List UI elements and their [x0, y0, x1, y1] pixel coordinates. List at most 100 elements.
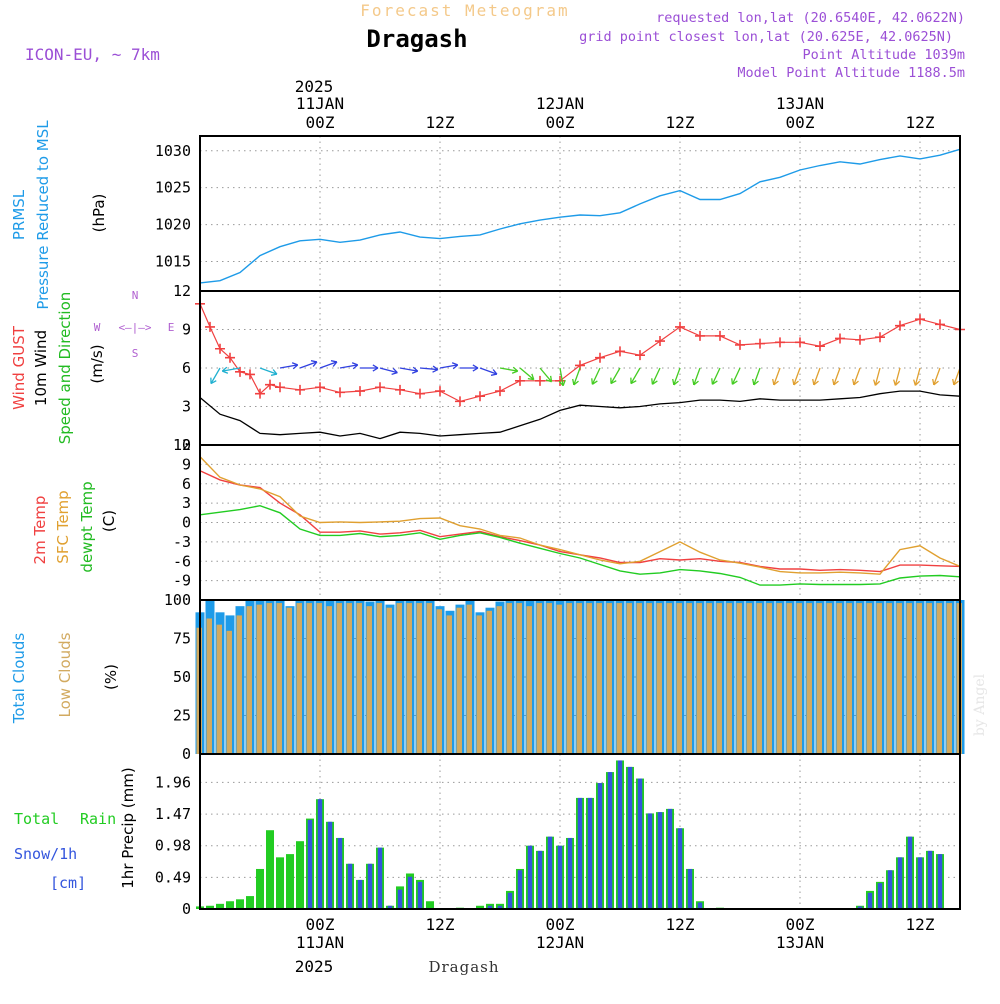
- panel-frame-0: [199, 135, 961, 292]
- low-cloud-bar: [886, 603, 892, 754]
- wind-direction-arrowhead: [527, 373, 535, 381]
- wind-direction-arrowhead: [832, 378, 839, 386]
- gust-marker: [815, 341, 825, 352]
- gust-marker: [895, 320, 905, 331]
- low-cloud-bar: [906, 603, 912, 754]
- requested-coords: requested lon,lat (20.6540E, 42.0622N): [656, 10, 965, 26]
- wind-direction-arrowhead: [812, 378, 819, 386]
- gust-marker: [675, 321, 685, 332]
- low-cloud-bar: [246, 606, 252, 754]
- panel-4-ytick-label: 0.49: [155, 868, 191, 886]
- gust-marker: [855, 334, 865, 345]
- wind-direction-arrowhead: [772, 378, 779, 386]
- gust-marker: [915, 314, 925, 325]
- sfc-label: SFC Temp: [54, 490, 72, 563]
- wind-direction-arrow: [419, 367, 438, 371]
- snow-bar: [937, 854, 943, 909]
- wind-direction-arrow: [222, 367, 241, 372]
- compass-cross: <—|—>: [118, 321, 151, 334]
- snow-bar: [347, 863, 353, 909]
- low-cloud-bar: [656, 603, 662, 754]
- low-cloud-bar: [426, 603, 432, 754]
- wind-direction-arrow: [630, 367, 641, 384]
- wind-direction-arrowhead: [610, 377, 617, 385]
- snow-bar: [387, 905, 393, 909]
- wind-direction-arrowhead: [221, 366, 229, 374]
- snow-bar: [577, 797, 583, 909]
- bottom-date-label: 11JAN: [296, 933, 344, 952]
- low-cloud-bar: [546, 603, 552, 754]
- snow-bar: [367, 863, 373, 909]
- bottom-time-label: 00Z: [306, 915, 335, 934]
- rain-bar: [266, 830, 274, 909]
- wind-direction-arrow: [339, 364, 358, 369]
- snow-bar: [647, 813, 653, 909]
- panel-4-ytick-label: 1.96: [155, 773, 191, 791]
- gust-marker: [835, 333, 845, 344]
- rain-bar: [286, 854, 294, 909]
- compass-w: W: [94, 321, 101, 334]
- snow-bar: [357, 879, 363, 909]
- wind-direction-arrow: [711, 367, 721, 385]
- temp-unit: (C): [100, 510, 118, 532]
- panel-2-ytick-label: 12: [173, 436, 191, 454]
- low-cloud-bar: [816, 603, 822, 754]
- rain-bar: [296, 841, 304, 909]
- gust-marker: [225, 352, 235, 363]
- snow-bar: [397, 889, 403, 909]
- gust-marker: [495, 386, 505, 397]
- low-cloud-bar: [676, 603, 682, 754]
- model-altitude: Model Point Altitude 1188.5m: [737, 65, 965, 81]
- low-cloud-bar: [366, 606, 372, 754]
- wind-direction-arrow: [399, 367, 418, 372]
- temp-labels: 2m Temp SFC Temp dewpt Temp (C): [31, 481, 118, 572]
- low-cloud-bar: [396, 603, 402, 754]
- wind-direction-arrowhead: [913, 379, 921, 386]
- panel-3-ytick-label: 75: [173, 630, 191, 648]
- gust-label: Wind GUST: [10, 325, 28, 410]
- wind-direction-arrowhead: [932, 378, 939, 386]
- gust-marker: [295, 384, 305, 395]
- precip-unit: 1hr Precip (mm): [119, 767, 137, 888]
- wind-direction-arrowhead: [270, 369, 278, 376]
- wind-direction-arrowhead: [372, 364, 379, 372]
- rain-bar: [216, 903, 224, 909]
- low-cloud-bar: [596, 603, 602, 754]
- low-cloud-bar: [336, 603, 342, 754]
- panel-2-ytick-label: 3: [182, 494, 191, 512]
- snow-bar: [597, 783, 603, 909]
- panel-0-ytick-label: 1020: [155, 216, 191, 234]
- panel-1-ytick-label: 6: [182, 359, 191, 377]
- wind-direction-arrow: [813, 367, 821, 386]
- low-cloud-bar: [586, 603, 592, 754]
- rain-label: Rain: [80, 810, 116, 828]
- low-cloud-bar: [556, 604, 562, 754]
- wind-direction-arrowhead: [291, 362, 299, 370]
- low-cloud-bar: [416, 603, 422, 754]
- low-cloud-bar: [726, 603, 732, 754]
- low-cloud-bar: [346, 603, 352, 754]
- wind-direction-arrowhead: [651, 378, 658, 385]
- point-altitude: Point Altitude 1039m: [802, 47, 965, 63]
- low-cloud-bar: [706, 603, 712, 754]
- gust-marker: [735, 339, 745, 350]
- wind-direction-arrow: [610, 367, 621, 384]
- pressure-label-2: Pressure Reduced to MSL: [34, 120, 52, 310]
- wind-direction-arrowhead: [852, 378, 859, 386]
- low-cloud-bar: [516, 603, 522, 754]
- wind-direction-arrowhead: [330, 360, 338, 367]
- dewpt-label: dewpt Temp: [78, 481, 96, 572]
- gust-marker: [395, 384, 405, 395]
- gust-marker: [595, 352, 605, 363]
- panel-3-ytick-label: 0: [182, 745, 191, 763]
- wind-direction-arrow: [479, 367, 498, 375]
- wind-direction-arrow: [519, 367, 535, 381]
- pressure-unit: (hPa): [90, 194, 108, 233]
- wind-direction-arrow: [573, 367, 581, 386]
- gust-marker: [715, 330, 725, 341]
- snow-bar: [407, 876, 413, 909]
- wind-direction-arrow: [894, 367, 901, 386]
- bottom-date-label: 13JAN: [776, 933, 824, 952]
- panel-0-ytick-label: 1015: [155, 252, 191, 270]
- bottom-year: 2025: [295, 957, 334, 976]
